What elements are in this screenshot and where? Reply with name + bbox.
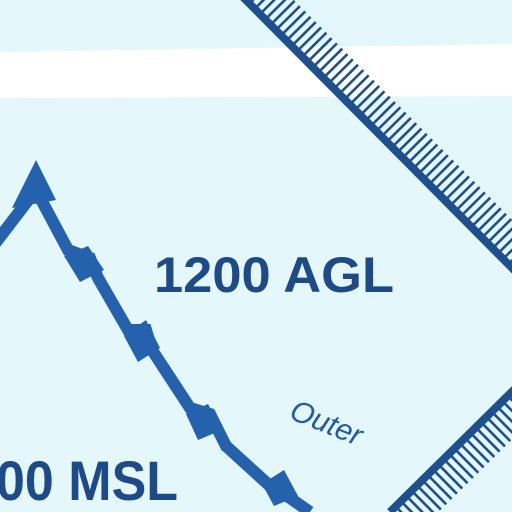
hatch-tick bbox=[405, 495, 424, 512]
airspace-boundary-line bbox=[240, 0, 512, 274]
hatch-tick bbox=[301, 31, 328, 58]
hatch-tick bbox=[416, 484, 442, 511]
hatch-tick bbox=[264, 0, 287, 21]
hatch-tick bbox=[385, 116, 412, 143]
hatch-tick bbox=[359, 90, 386, 117]
hatch-tick bbox=[485, 416, 512, 443]
hatch-tick bbox=[343, 74, 370, 101]
hatch-tick bbox=[348, 79, 375, 106]
hatch-tick bbox=[475, 207, 502, 234]
hatch-tick bbox=[375, 106, 402, 133]
hatch-tick bbox=[502, 248, 512, 260]
hatch-tick bbox=[448, 452, 474, 479]
hatch-tick bbox=[394, 505, 403, 512]
hatch-tick bbox=[327, 58, 354, 85]
hatch-tick bbox=[438, 170, 465, 196]
hatch-tick bbox=[274, 5, 301, 32]
boundary-hatch-upper bbox=[248, 0, 512, 266]
hatch-tick bbox=[396, 127, 423, 154]
hatch-tick bbox=[311, 42, 338, 69]
hatch-tick bbox=[458, 442, 485, 469]
hatch-tick bbox=[296, 26, 322, 53]
hatch-tick bbox=[333, 63, 359, 90]
hatch-tick bbox=[453, 447, 480, 474]
hatch-tick bbox=[491, 227, 512, 250]
hatch-tick bbox=[449, 180, 476, 207]
hatch-tick bbox=[464, 437, 490, 464]
hatch-tick bbox=[496, 237, 512, 255]
hatch-tick bbox=[442, 458, 469, 485]
hatch-tick bbox=[422, 154, 449, 181]
hatch-tick bbox=[412, 143, 439, 170]
hatch-tick bbox=[259, 0, 277, 16]
hatch-tick bbox=[306, 37, 333, 63]
hatch-tick bbox=[465, 196, 492, 223]
hatch-tick bbox=[433, 164, 460, 191]
hatch-tick bbox=[370, 100, 396, 127]
shelf-notch bbox=[64, 246, 104, 282]
hatch-tick bbox=[280, 10, 307, 37]
hatch-tick bbox=[444, 175, 470, 202]
hatch-tick bbox=[432, 468, 458, 495]
shelf-notch bbox=[262, 470, 298, 506]
hatch-tick bbox=[322, 53, 349, 79]
hatch-tick bbox=[480, 421, 506, 448]
hatch-tick bbox=[459, 191, 486, 218]
shelf-notch bbox=[186, 404, 222, 440]
hatch-tick bbox=[481, 212, 507, 239]
hatch-tick bbox=[407, 138, 433, 165]
hatch-tick bbox=[338, 69, 365, 95]
hatch-tick bbox=[470, 202, 497, 228]
hatch-tick bbox=[400, 500, 414, 512]
hatch-tick bbox=[391, 122, 418, 149]
hatch-tick bbox=[501, 400, 512, 413]
hatch-tick bbox=[269, 0, 296, 26]
hatch-tick bbox=[426, 473, 453, 500]
hatch-tick bbox=[410, 489, 435, 512]
label-1200-agl: 1200 AGL bbox=[154, 247, 394, 303]
hatch-tick bbox=[290, 21, 317, 47]
hatch-tick bbox=[496, 405, 512, 424]
hatch-tick bbox=[417, 148, 444, 175]
shelf-notch bbox=[124, 320, 160, 362]
hatch-tick bbox=[486, 218, 512, 244]
white-band bbox=[0, 44, 512, 98]
hatch-tick bbox=[354, 85, 381, 111]
shelf-peak-arrow bbox=[12, 160, 56, 208]
hatch-tick bbox=[421, 479, 448, 506]
hatch-tick bbox=[474, 426, 501, 453]
hatch-tick bbox=[380, 111, 407, 138]
hatch-tick bbox=[253, 0, 266, 10]
hatch-tick bbox=[401, 132, 428, 159]
hatch-tick bbox=[437, 463, 464, 490]
hatch-tick bbox=[364, 95, 391, 122]
hatch-tick bbox=[285, 15, 312, 42]
hatch-tick bbox=[469, 431, 496, 458]
hatch-tick bbox=[428, 159, 455, 186]
hatch-tick bbox=[317, 47, 344, 74]
hatch-tick bbox=[454, 186, 481, 212]
label-msl: 00 MSL bbox=[0, 449, 178, 512]
